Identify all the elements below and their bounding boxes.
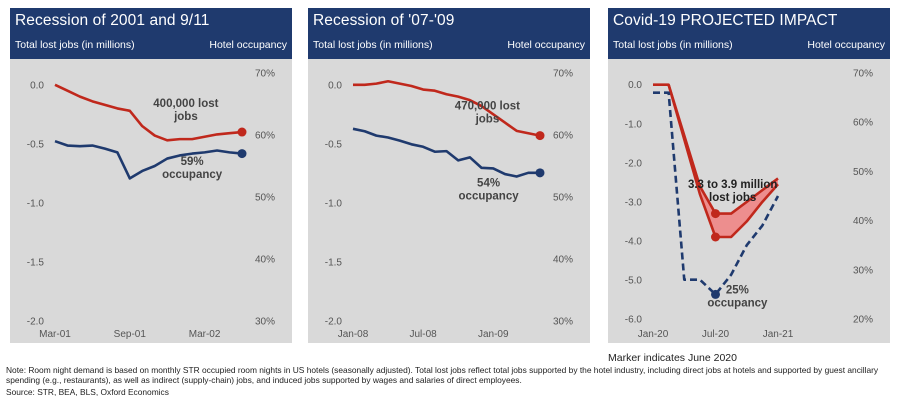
june-2020-marker <box>711 209 720 219</box>
y2-tick-label: 50% <box>853 167 873 178</box>
chart-title: Covid-19 PROJECTED IMPACT <box>613 12 838 29</box>
y-tick-label: -1.0 <box>625 119 643 130</box>
y-tick-label: -0.5 <box>325 139 343 150</box>
plot-area: 0.0 -0.5 -1.0 -1.5 -2.0 70% 60% 50% 40% 30% Jan-08… <box>308 59 590 343</box>
y-tick-label: -1.0 <box>27 198 45 209</box>
occupancy-end-marker <box>535 168 545 178</box>
plot-area: 0.0 -0.5 -1.0 -1.5 -2.0 70% 60% 50% 40% 30% Mar-01… <box>10 59 292 343</box>
y2-tick-label: 60% <box>853 118 873 129</box>
lost-jobs-end-marker <box>535 131 545 141</box>
y-tick-label: -2.0 <box>325 317 343 328</box>
annotation-line: 400,000 lost <box>153 98 218 110</box>
annotation: 25% occupancy <box>707 285 768 310</box>
y2-tick-label: 70% <box>853 69 873 80</box>
y-tick-label: 0.0 <box>30 80 44 91</box>
y2-tick-label: 40% <box>553 255 573 266</box>
annotation-line: jobs <box>475 114 500 126</box>
panel-header: Recession of '07-'09 Total lost jobs (in… <box>308 8 590 59</box>
lost-jobs-end-marker <box>237 127 247 137</box>
chart-panel-covid: Covid-19 PROJECTED IMPACT Total lost job… <box>608 8 890 343</box>
x-tick-label: Mar-01 <box>39 329 71 340</box>
june-2020-marker <box>711 289 720 299</box>
panel-header: Covid-19 PROJECTED IMPACT Total lost job… <box>608 8 890 59</box>
marker-note: Marker indicates June 2020 <box>608 352 737 364</box>
occupancy-line <box>54 139 243 180</box>
y2-tick-label: 20% <box>853 315 873 326</box>
y-tick-label: -1.5 <box>27 257 45 268</box>
occupancy-line <box>352 127 540 178</box>
y2-tick-label: 50% <box>255 193 275 204</box>
annotation-line: occupancy <box>707 298 768 310</box>
x-tick-label: Jan-20 <box>638 329 669 340</box>
lost-jobs-line <box>54 83 243 142</box>
y2-tick-label: 30% <box>553 317 573 328</box>
y-tick-label: -2.0 <box>625 158 643 169</box>
chart-panel-2001: Recession of 2001 and 9/11 Total lost jo… <box>10 8 292 343</box>
chart-svg: 0.0 -1.0 -2.0 -3.0 -4.0 -5.0 -6.0 70% 60% 50% 40% 3… <box>625 69 873 341</box>
annotation-line: lost jobs <box>709 192 756 204</box>
x-tick-label: Jan-09 <box>478 329 509 340</box>
y-axis-label: Total lost jobs (in millions) <box>15 39 135 51</box>
footnote: Note: Room night demand is based on mont… <box>6 365 896 386</box>
annotation: 400,000 lost jobs <box>153 98 218 123</box>
annotation-line: 25% <box>726 285 749 297</box>
source-note: Source: STR, BEA, BLS, Oxford Economics <box>6 387 169 397</box>
y-axis-label: Total lost jobs (in millions) <box>613 39 733 51</box>
y-tick-label: 0.0 <box>328 80 342 91</box>
y2-tick-label: 60% <box>255 131 275 142</box>
annotation-line: occupancy <box>162 169 223 181</box>
annotation-line: 470,000 lost <box>455 101 520 113</box>
chart-title: Recession of 2001 and 9/11 <box>15 12 210 29</box>
annotation-line: 3.3 to 3.9 million <box>688 179 777 191</box>
occupancy-end-marker <box>237 149 247 159</box>
y-tick-label: -5.0 <box>625 275 643 286</box>
y-tick-label: -0.5 <box>27 139 45 150</box>
secondary-y-axis-label: Hotel occupancy <box>807 39 885 51</box>
chart-svg: 0.0 -0.5 -1.0 -1.5 -2.0 70% 60% 50% 40% 30% Jan-08… <box>325 69 573 341</box>
x-tick-label: Sep-01 <box>114 329 147 340</box>
y-tick-label: -3.0 <box>625 197 643 208</box>
x-tick-label: Jan-21 <box>763 329 794 340</box>
y2-tick-label: 70% <box>553 69 573 80</box>
annotation: 54% occupancy <box>459 177 520 202</box>
annotation: 3.3 to 3.9 million lost jobs <box>688 179 777 204</box>
occupancy-line <box>653 91 780 296</box>
y-tick-label: -1.5 <box>325 257 343 268</box>
lost-jobs-line <box>667 84 779 239</box>
annotation-line: 54% <box>477 177 500 189</box>
x-tick-label: Jul-08 <box>410 329 438 340</box>
y-tick-label: -1.0 <box>325 198 343 209</box>
y-tick-label: -4.0 <box>625 236 643 247</box>
x-tick-label: Jul-20 <box>702 329 730 340</box>
y-tick-label: -2.0 <box>27 317 45 328</box>
annotation-line: 59% <box>181 156 204 168</box>
annotation: 470,000 lost jobs <box>455 101 520 126</box>
y2-tick-label: 70% <box>255 69 275 80</box>
plot-area: 0.0 -1.0 -2.0 -3.0 -4.0 -5.0 -6.0 70% 60% 50% 40% 3… <box>608 59 890 343</box>
y2-tick-label: 50% <box>553 193 573 204</box>
chart-title: Recession of '07-'09 <box>313 12 455 29</box>
annotation: 59% occupancy <box>162 156 223 181</box>
y-tick-label: 0.0 <box>628 80 642 91</box>
x-tick-label: Mar-02 <box>189 329 221 340</box>
y2-tick-label: 60% <box>553 131 573 142</box>
y2-tick-label: 40% <box>853 216 873 227</box>
y-tick-label: -6.0 <box>625 315 643 326</box>
y2-tick-label: 30% <box>255 317 275 328</box>
y2-tick-label: 30% <box>853 265 873 276</box>
x-tick-label: Jan-08 <box>338 329 369 340</box>
secondary-y-axis-label: Hotel occupancy <box>209 39 287 51</box>
y2-tick-label: 40% <box>255 255 275 266</box>
annotation-line: occupancy <box>459 190 520 202</box>
annotation-line: jobs <box>173 111 198 123</box>
footnote-line: Note: Room night demand is based on mont… <box>6 365 879 375</box>
chart-svg: 0.0 -0.5 -1.0 -1.5 -2.0 70% 60% 50% 40% 30% Mar-01… <box>27 69 275 341</box>
chart-panel-2007: Recession of '07-'09 Total lost jobs (in… <box>308 8 590 343</box>
june-2020-marker <box>711 232 720 242</box>
panel-header: Recession of 2001 and 9/11 Total lost jo… <box>10 8 292 59</box>
footnote-line: spending (e.g., restaurants), as well as… <box>6 375 522 386</box>
y-axis-label: Total lost jobs (in millions) <box>313 39 433 51</box>
secondary-y-axis-label: Hotel occupancy <box>507 39 585 51</box>
lost-jobs-line <box>353 79 541 137</box>
